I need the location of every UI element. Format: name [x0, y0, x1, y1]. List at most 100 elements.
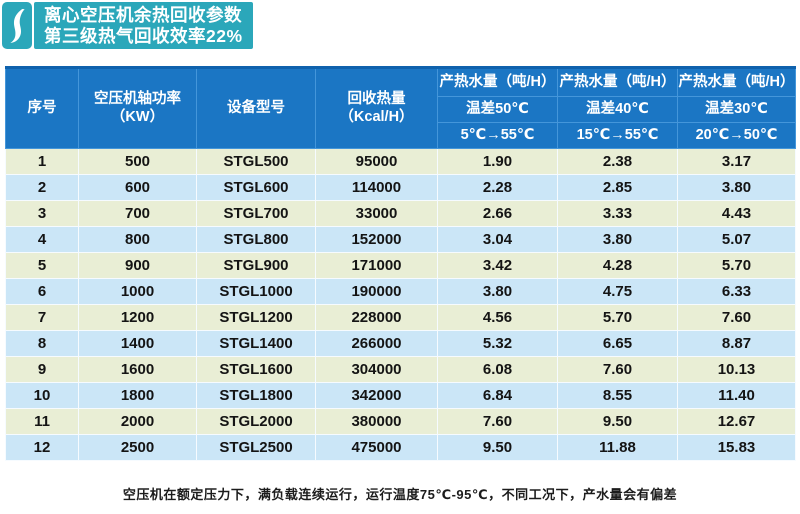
col-header-shaft-power: 空压机轴功率 （KW）	[78, 66, 197, 149]
table-cell: 2000	[78, 408, 197, 435]
table-cell: 2.38	[557, 148, 678, 175]
table-cell: 380000	[315, 408, 438, 435]
col-header-model: 设备型号	[196, 66, 316, 149]
footer-note: 空压机在额定压力下，满负载连续运行，运行温度75℃-95℃，不同工况下，产水量会…	[122, 487, 678, 502]
col-header-hot-water-40: 产热水量（吨/H）	[557, 66, 678, 97]
table-cell: 15.83	[677, 434, 796, 461]
table-row: 9 1600 STGL1600 304000 6.08 7.60 10.13	[5, 356, 796, 383]
table-cell: 3.80	[437, 278, 558, 305]
table-cell: 1000	[78, 278, 197, 305]
table-cell: 6.33	[677, 278, 796, 305]
table-cell: 9	[5, 356, 79, 383]
table-cell: 33000	[315, 200, 438, 227]
table-cell: STGL1800	[196, 382, 316, 409]
table-cell: 8.87	[677, 330, 796, 357]
table-cell: STGL1200	[196, 304, 316, 331]
table-cell: 1200	[78, 304, 197, 331]
table-cell: 190000	[315, 278, 438, 305]
table-row: 4 800 STGL800 152000 3.04 3.80 5.07	[5, 226, 796, 253]
table-cell: 3.80	[557, 226, 678, 253]
table-cell: 228000	[315, 304, 438, 331]
table-cell: 600	[78, 174, 197, 201]
table-cell: STGL1400	[196, 330, 316, 357]
table-cell: 266000	[315, 330, 438, 357]
subheader-range-50: 5℃→55℃	[437, 122, 558, 149]
table-header: 序号 空压机轴功率 （KW） 设备型号 回收热量 （Kcal/H） 产热水量（吨/H…	[5, 66, 796, 149]
table-cell: 5.70	[557, 304, 678, 331]
table-cell: 7.60	[437, 408, 558, 435]
table-cell: 11.88	[557, 434, 678, 461]
table-cell: 700	[78, 200, 197, 227]
page-title-line-1: 离心空压机余热回收参数	[44, 5, 242, 25]
table-row: 5 900 STGL900 171000 3.42 4.28 5.70	[5, 252, 796, 279]
table-cell: 3.33	[557, 200, 678, 227]
table-cell: 152000	[315, 226, 438, 253]
table-row: 7 1200 STGL1200 228000 4.56 5.70 7.60	[5, 304, 796, 331]
table-cell: 342000	[315, 382, 438, 409]
table-cell: 10	[5, 382, 79, 409]
table-cell: 2.85	[557, 174, 678, 201]
table-cell: 11.40	[677, 382, 796, 409]
table-cell: STGL2000	[196, 408, 316, 435]
table-row: 12 2500 STGL2500 475000 9.50 11.88 15.83	[5, 434, 796, 461]
subheader-range-30: 20℃→50℃	[677, 122, 796, 149]
subheader-range-40: 15℃→55℃	[557, 122, 678, 149]
table-cell: 3.17	[677, 148, 796, 175]
table-cell: 5.32	[437, 330, 558, 357]
col-header-index: 序号	[5, 66, 79, 149]
subheader-delta-40: 温差40℃	[557, 96, 678, 123]
table-cell: STGL900	[196, 252, 316, 279]
table-cell: 3.42	[437, 252, 558, 279]
table-cell: 5.70	[677, 252, 796, 279]
table-cell: 9.50	[437, 434, 558, 461]
col-header-shaft-power-line2: （KW）	[110, 108, 165, 125]
table-cell: 6.65	[557, 330, 678, 357]
table-row: 1 500 STGL500 95000 1.90 2.38 3.17	[5, 148, 796, 175]
table-cell: 1600	[78, 356, 197, 383]
table-cell: 800	[78, 226, 197, 253]
table-cell: STGL700	[196, 200, 316, 227]
table-cell: 7.60	[677, 304, 796, 331]
table-row: 8 1400 STGL1400 266000 5.32 6.65 8.87	[5, 330, 796, 357]
table-cell: 6.84	[437, 382, 558, 409]
table-cell: 475000	[315, 434, 438, 461]
table-cell: 1.90	[437, 148, 558, 175]
table-cell: STGL1000	[196, 278, 316, 305]
col-header-recovered-heat-line2: （Kcal/H）	[339, 108, 414, 125]
subheader-delta-30: 温差30℃	[677, 96, 796, 123]
col-header-hot-water-30: 产热水量（吨/H）	[677, 66, 796, 97]
table-cell: 2500	[78, 434, 197, 461]
table-cell: 3.80	[677, 174, 796, 201]
col-header-hot-water-50: 产热水量（吨/H）	[437, 66, 558, 97]
col-header-recovered-heat-line1: 回收热量	[347, 91, 406, 108]
table-cell: 114000	[315, 174, 438, 201]
table-cell: 2.28	[437, 174, 558, 201]
table-cell: 2	[5, 174, 79, 201]
table-cell: STGL600	[196, 174, 316, 201]
page-title-line-2: 第三级热气回收效率22%	[44, 26, 243, 46]
table-row: 11 2000 STGL2000 380000 7.60 9.50 12.67	[5, 408, 796, 435]
table-cell: 4.75	[557, 278, 678, 305]
table-cell: 11	[5, 408, 79, 435]
table-cell: 12.67	[677, 408, 796, 435]
table-cell: 304000	[315, 356, 438, 383]
table-cell: 3	[5, 200, 79, 227]
table-cell: 7	[5, 304, 79, 331]
table-cell: 1	[5, 148, 79, 175]
table-cell: 900	[78, 252, 197, 279]
table-cell: 6.08	[437, 356, 558, 383]
table-cell: 4.56	[437, 304, 558, 331]
subheader-delta-50: 温差50℃	[437, 96, 558, 123]
spec-table: 序号 空压机轴功率 （KW） 设备型号 回收热量 （Kcal/H） 产热水量（吨/H…	[5, 66, 796, 461]
table-row: 3 700 STGL700 33000 2.66 3.33 4.43	[5, 200, 796, 227]
table-cell: 5.07	[677, 226, 796, 253]
table-cell: 12	[5, 434, 79, 461]
table-cell: 4	[5, 226, 79, 253]
table-cell: 8.55	[557, 382, 678, 409]
table-cell: 4.43	[677, 200, 796, 227]
table-cell: 9.50	[557, 408, 678, 435]
table-cell: STGL1600	[196, 356, 316, 383]
brand-s-ribbon-icon	[2, 2, 32, 49]
table-cell: 10.13	[677, 356, 796, 383]
table-row: 2 600 STGL600 114000 2.28 2.85 3.80	[5, 174, 796, 201]
